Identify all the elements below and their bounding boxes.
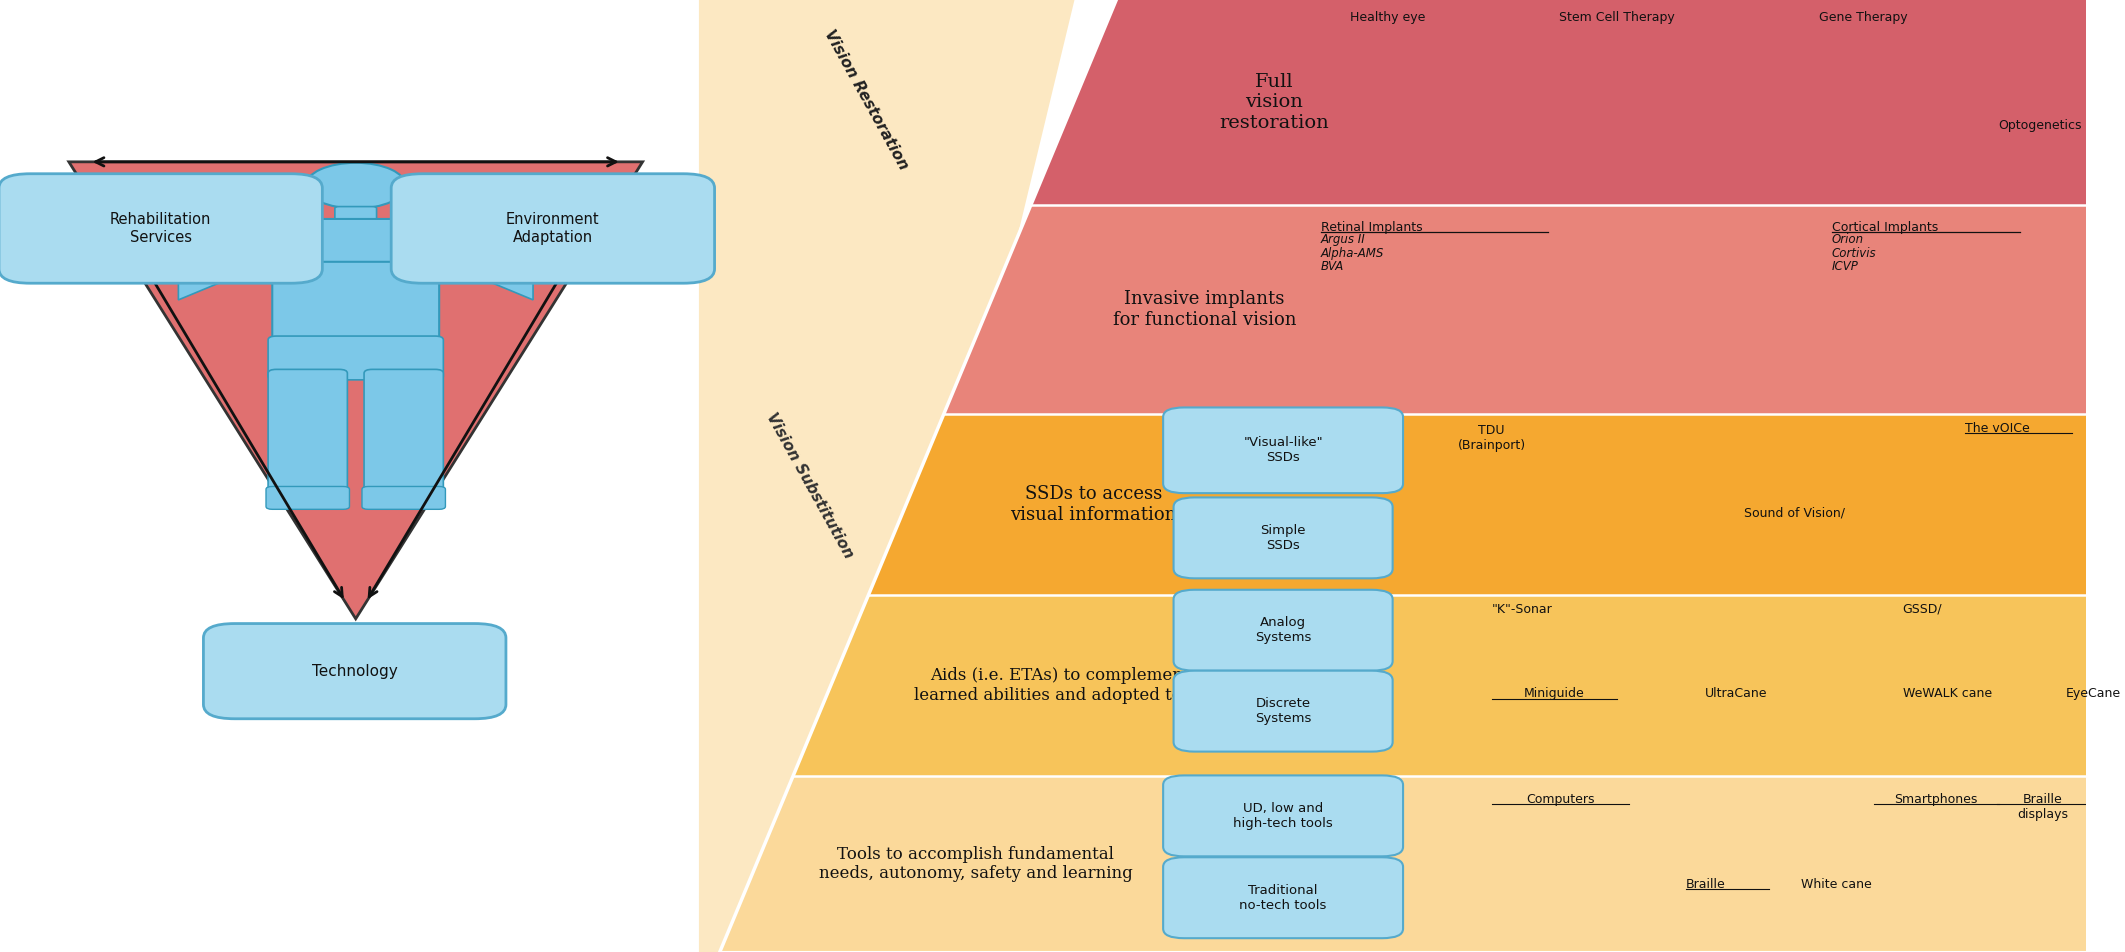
Text: UD, low and
high-tech tools: UD, low and high-tech tools [1232,802,1332,830]
Text: EyeCane: EyeCane [2066,687,2121,701]
FancyBboxPatch shape [266,486,348,509]
Text: Computers: Computers [1526,793,1596,806]
FancyBboxPatch shape [1173,670,1392,752]
Text: Optogenetics: Optogenetics [2000,119,2082,132]
Text: Smartphones: Smartphones [1896,793,1978,806]
Text: Rehabilitation
Services: Rehabilitation Services [110,212,210,245]
Circle shape [306,163,406,208]
Polygon shape [944,205,2097,414]
Polygon shape [869,414,2097,595]
Text: Vision Restoration: Vision Restoration [820,28,912,172]
FancyBboxPatch shape [1173,497,1392,579]
Polygon shape [699,0,1075,952]
Text: UltraCane: UltraCane [1704,687,1768,701]
Polygon shape [68,162,642,619]
Polygon shape [1031,0,2097,205]
Text: Stem Cell Therapy: Stem Cell Therapy [1560,11,1674,25]
FancyBboxPatch shape [336,207,376,228]
Text: Vision Substitution: Vision Substitution [763,410,856,561]
Text: Alpha-AMS: Alpha-AMS [1320,247,1383,260]
Text: Retinal Implants: Retinal Implants [1320,221,1422,234]
Polygon shape [793,595,2097,776]
FancyBboxPatch shape [236,219,474,276]
Text: SSDs to access
visual information: SSDs to access visual information [1009,486,1177,524]
FancyBboxPatch shape [268,369,346,499]
Text: Orion: Orion [1832,233,1864,247]
Text: Technology: Technology [312,664,397,679]
FancyBboxPatch shape [268,336,444,380]
FancyBboxPatch shape [272,262,440,347]
Text: Simple
SSDs: Simple SSDs [1260,524,1307,552]
Text: TDU
(Brainport): TDU (Brainport) [1458,424,1526,451]
FancyBboxPatch shape [0,173,323,284]
Polygon shape [178,233,246,300]
Text: "K"-Sonar: "K"-Sonar [1492,603,1553,616]
Text: Braille: Braille [1685,878,1726,891]
Text: Gene Therapy: Gene Therapy [1819,11,1908,25]
Text: ICVP: ICVP [1832,260,1859,273]
FancyBboxPatch shape [361,486,446,509]
FancyBboxPatch shape [363,369,444,499]
Text: Invasive implants
for functional vision: Invasive implants for functional vision [1114,290,1296,328]
Text: Traditional
no-tech tools: Traditional no-tech tools [1239,883,1326,912]
Text: Healthy eye: Healthy eye [1349,11,1426,25]
Text: Tools to accomplish fundamental
needs, autonomy, safety and learning: Tools to accomplish fundamental needs, a… [818,845,1133,883]
Text: BVA: BVA [1320,260,1343,273]
Text: Braille
displays: Braille displays [2017,793,2068,821]
Text: Environment
Adaptation: Environment Adaptation [506,212,599,245]
Polygon shape [720,776,2097,952]
FancyBboxPatch shape [1162,857,1402,939]
FancyBboxPatch shape [1162,407,1402,493]
Text: Miniguide: Miniguide [1524,687,1585,701]
Text: White cane: White cane [1800,878,1872,891]
Text: Analog
Systems: Analog Systems [1256,616,1311,645]
Polygon shape [463,233,533,300]
Text: WeWALK cane: WeWALK cane [1902,687,1991,701]
Text: The vOICe: The vOICe [1966,422,2029,435]
Text: GSSD/: GSSD/ [1902,603,1942,616]
Text: Sound of Vision/: Sound of Vision/ [1745,506,1844,520]
Text: "Visual-like"
SSDs: "Visual-like" SSDs [1243,436,1324,465]
Text: Cortical Implants: Cortical Implants [1832,221,1938,234]
FancyBboxPatch shape [1162,775,1402,857]
Text: Aids (i.e. ETAs) to complement
learned abilities and adopted tools: Aids (i.e. ETAs) to complement learned a… [914,667,1207,704]
FancyBboxPatch shape [1173,590,1392,670]
FancyBboxPatch shape [204,624,506,719]
FancyBboxPatch shape [391,173,714,284]
Text: Argus II: Argus II [1320,233,1366,247]
Text: Discrete
Systems: Discrete Systems [1256,697,1311,725]
Text: Full
vision
restoration: Full vision restoration [1220,72,1330,132]
Text: Cortivis: Cortivis [1832,247,1876,260]
